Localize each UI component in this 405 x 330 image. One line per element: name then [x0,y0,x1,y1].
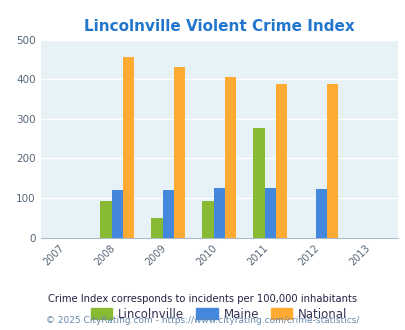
Bar [100,201,111,238]
Bar [253,127,264,238]
Text: © 2025 CityRating.com - https://www.cityrating.com/crime-statistics/: © 2025 CityRating.com - https://www.city… [46,316,359,325]
Bar [326,84,337,238]
Text: Crime Index corresponds to incidents per 100,000 inhabitants: Crime Index corresponds to incidents per… [48,294,357,304]
Bar [213,188,224,238]
Bar [122,57,134,238]
Title: Lincolnville Violent Crime Index: Lincolnville Violent Crime Index [84,19,354,34]
Bar [224,77,235,238]
Bar [151,218,162,238]
Bar [275,84,286,238]
Legend: Lincolnville, Maine, National: Lincolnville, Maine, National [86,303,351,325]
Bar [315,189,326,238]
Bar [111,190,122,238]
Bar [264,188,275,238]
Bar [162,190,173,238]
Bar [173,67,185,238]
Bar [202,201,213,238]
